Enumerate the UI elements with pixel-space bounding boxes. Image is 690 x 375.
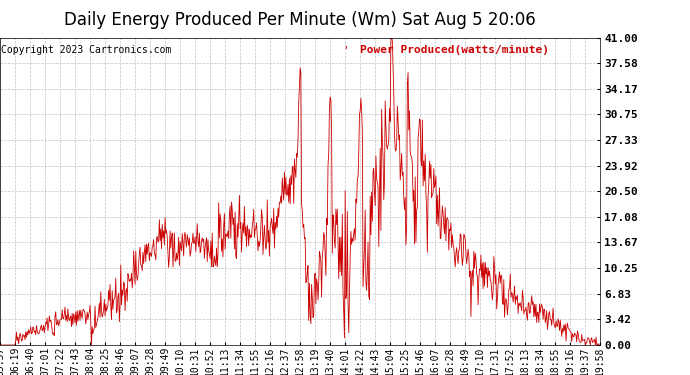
Power Produced(watts/minute) <box>477 275 486 279</box>
Line: Power Produced(watts/minute): Power Produced(watts/minute) <box>0 38 600 345</box>
Power Produced(watts/minute) <box>387 35 395 40</box>
Power Produced(watts/minute) <box>0 343 4 347</box>
Power Produced(watts/minute) <box>507 295 515 300</box>
Power Produced(watts/minute) <box>153 234 161 238</box>
Text: ': ' <box>342 45 349 55</box>
Power Produced(watts/minute) <box>420 159 428 163</box>
Power Produced(watts/minute) <box>596 343 604 347</box>
Text: Copyright 2023 Cartronics.com: Copyright 2023 Cartronics.com <box>1 45 171 55</box>
Text: Daily Energy Produced Per Minute (Wm) Sat Aug 5 20:06: Daily Energy Produced Per Minute (Wm) Sa… <box>64 11 536 29</box>
Power Produced(watts/minute) <box>281 192 289 196</box>
Power Produced(watts/minute) <box>435 207 443 211</box>
Text: Power Produced(watts/minute): Power Produced(watts/minute) <box>360 45 549 55</box>
